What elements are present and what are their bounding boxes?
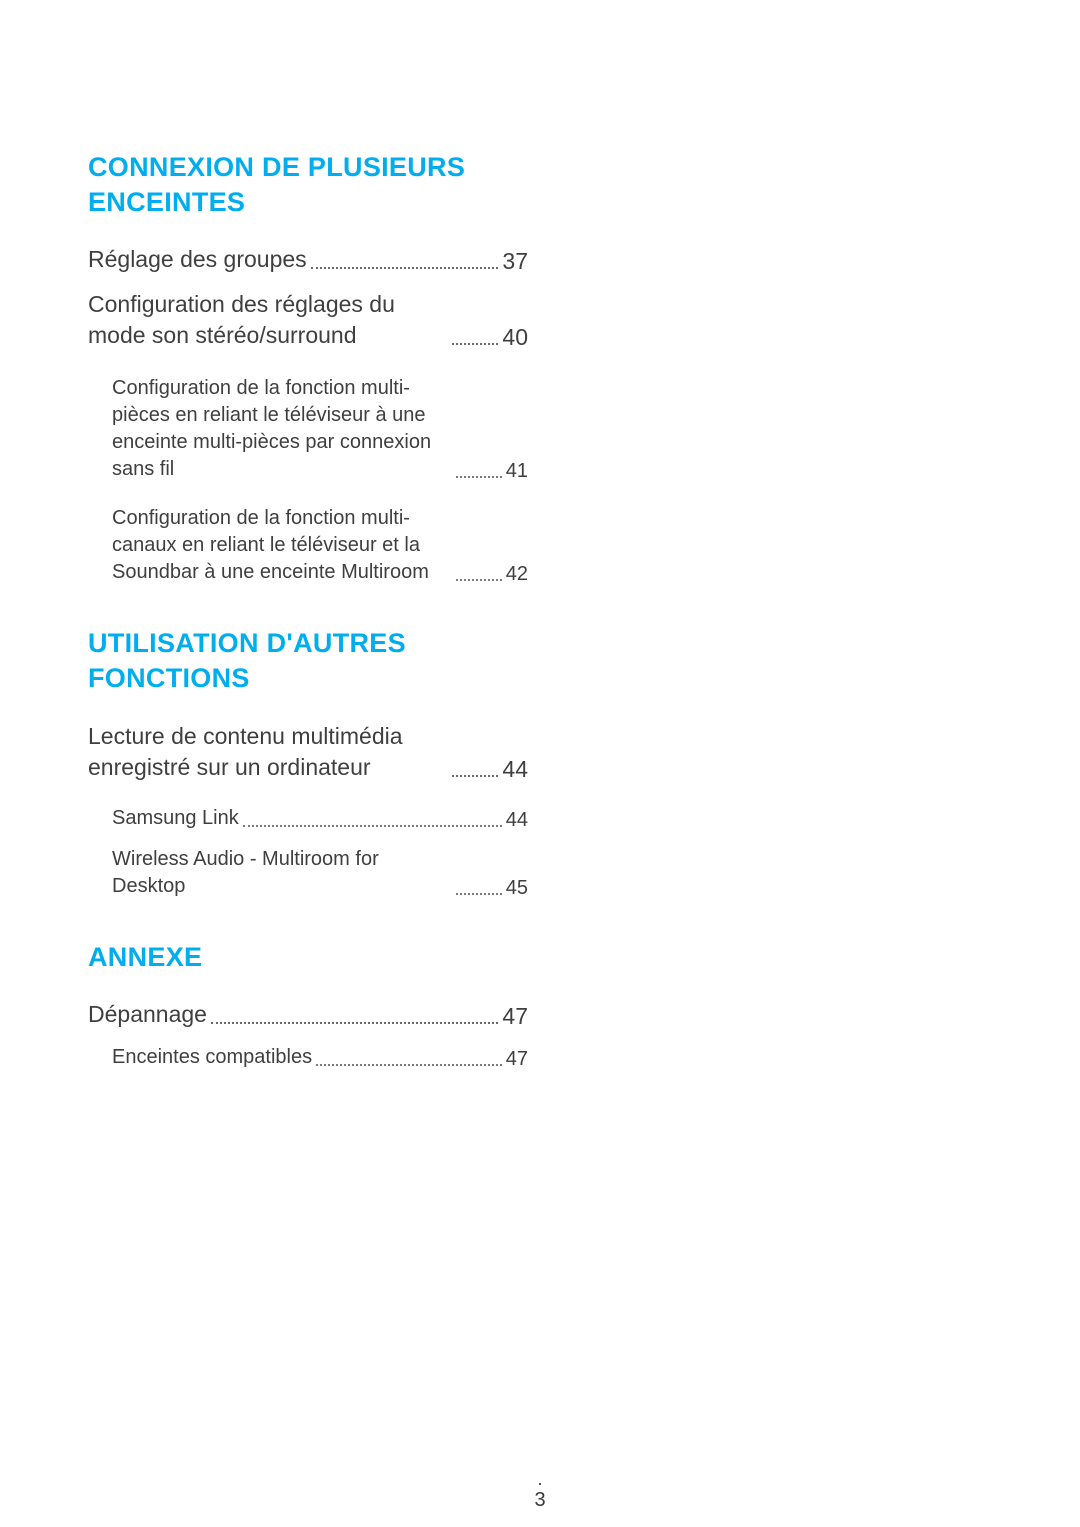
toc-page-number: 44 xyxy=(502,756,528,783)
footer-bullet-icon: · xyxy=(0,1478,1080,1489)
toc-label: Enceintes compatibles xyxy=(112,1044,312,1071)
toc-label: Configuration de la fonction multi-canau… xyxy=(112,505,452,586)
dot-leader xyxy=(452,342,498,345)
footer-page-number: 3 xyxy=(534,1489,545,1511)
section-header: CONNEXION DE PLUSIEURS ENCEINTES xyxy=(88,150,528,220)
dot-leader xyxy=(311,266,499,269)
toc-page-number: 47 xyxy=(502,1003,528,1030)
toc-page-number: 37 xyxy=(502,248,528,275)
toc-page-number: 47 xyxy=(506,1048,528,1071)
toc-label: Samsung Link xyxy=(112,805,239,832)
toc-page-number: 40 xyxy=(502,324,528,351)
page-footer: · 3 xyxy=(0,1478,1080,1511)
section-header: UTILISATION D'AUTRES FONCTIONS xyxy=(88,626,528,696)
toc-page-number: 42 xyxy=(506,563,528,586)
toc-label: Configuration de la fonction multi-pièce… xyxy=(112,375,452,483)
toc-entry: Dépannage 47 xyxy=(88,999,528,1030)
toc-page: CONNEXION DE PLUSIEURS ENCEINTES Réglage… xyxy=(0,0,616,1071)
toc-page-number: 41 xyxy=(506,460,528,483)
section-header: ANNEXE xyxy=(88,940,528,975)
toc-label: Dépannage xyxy=(88,999,207,1030)
toc-entry: Configuration des réglages du mode son s… xyxy=(88,289,528,351)
toc-subentry: Configuration de la fonction multi-canau… xyxy=(88,505,528,586)
dot-leader xyxy=(456,892,502,895)
toc-subentry: Wireless Audio - Multiroom for Desktop 4… xyxy=(88,846,528,900)
toc-label: Réglage des groupes xyxy=(88,244,307,275)
toc-section: ANNEXE Dépannage 47 Enceintes compatible… xyxy=(88,940,528,1071)
toc-subentry: Samsung Link 44 xyxy=(88,805,528,832)
toc-entry: Lecture de contenu multimédia enregistré… xyxy=(88,721,528,783)
dot-leader xyxy=(452,774,498,777)
toc-page-number: 44 xyxy=(506,809,528,832)
toc-page-number: 45 xyxy=(506,877,528,900)
dot-leader xyxy=(316,1063,502,1066)
toc-label: Configuration des réglages du mode son s… xyxy=(88,289,448,351)
dot-leader xyxy=(456,475,502,478)
toc-section: UTILISATION D'AUTRES FONCTIONS Lecture d… xyxy=(88,626,528,899)
toc-subentry: Configuration de la fonction multi-pièce… xyxy=(88,375,528,483)
dot-leader xyxy=(211,1021,498,1024)
dot-leader xyxy=(243,824,502,827)
toc-label: Wireless Audio - Multiroom for Desktop xyxy=(112,846,452,900)
toc-section: CONNEXION DE PLUSIEURS ENCEINTES Réglage… xyxy=(88,150,528,586)
toc-entry: Réglage des groupes 37 xyxy=(88,244,528,275)
dot-leader xyxy=(456,578,502,581)
toc-label: Lecture de contenu multimédia enregistré… xyxy=(88,721,448,783)
toc-subentry: Enceintes compatibles 47 xyxy=(88,1044,528,1071)
